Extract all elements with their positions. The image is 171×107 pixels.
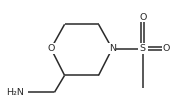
Text: H₂N: H₂N xyxy=(6,88,24,97)
Text: N: N xyxy=(109,44,116,53)
Text: O: O xyxy=(139,13,146,22)
Text: O: O xyxy=(163,44,170,53)
Text: S: S xyxy=(140,44,146,53)
Text: O: O xyxy=(47,44,55,53)
